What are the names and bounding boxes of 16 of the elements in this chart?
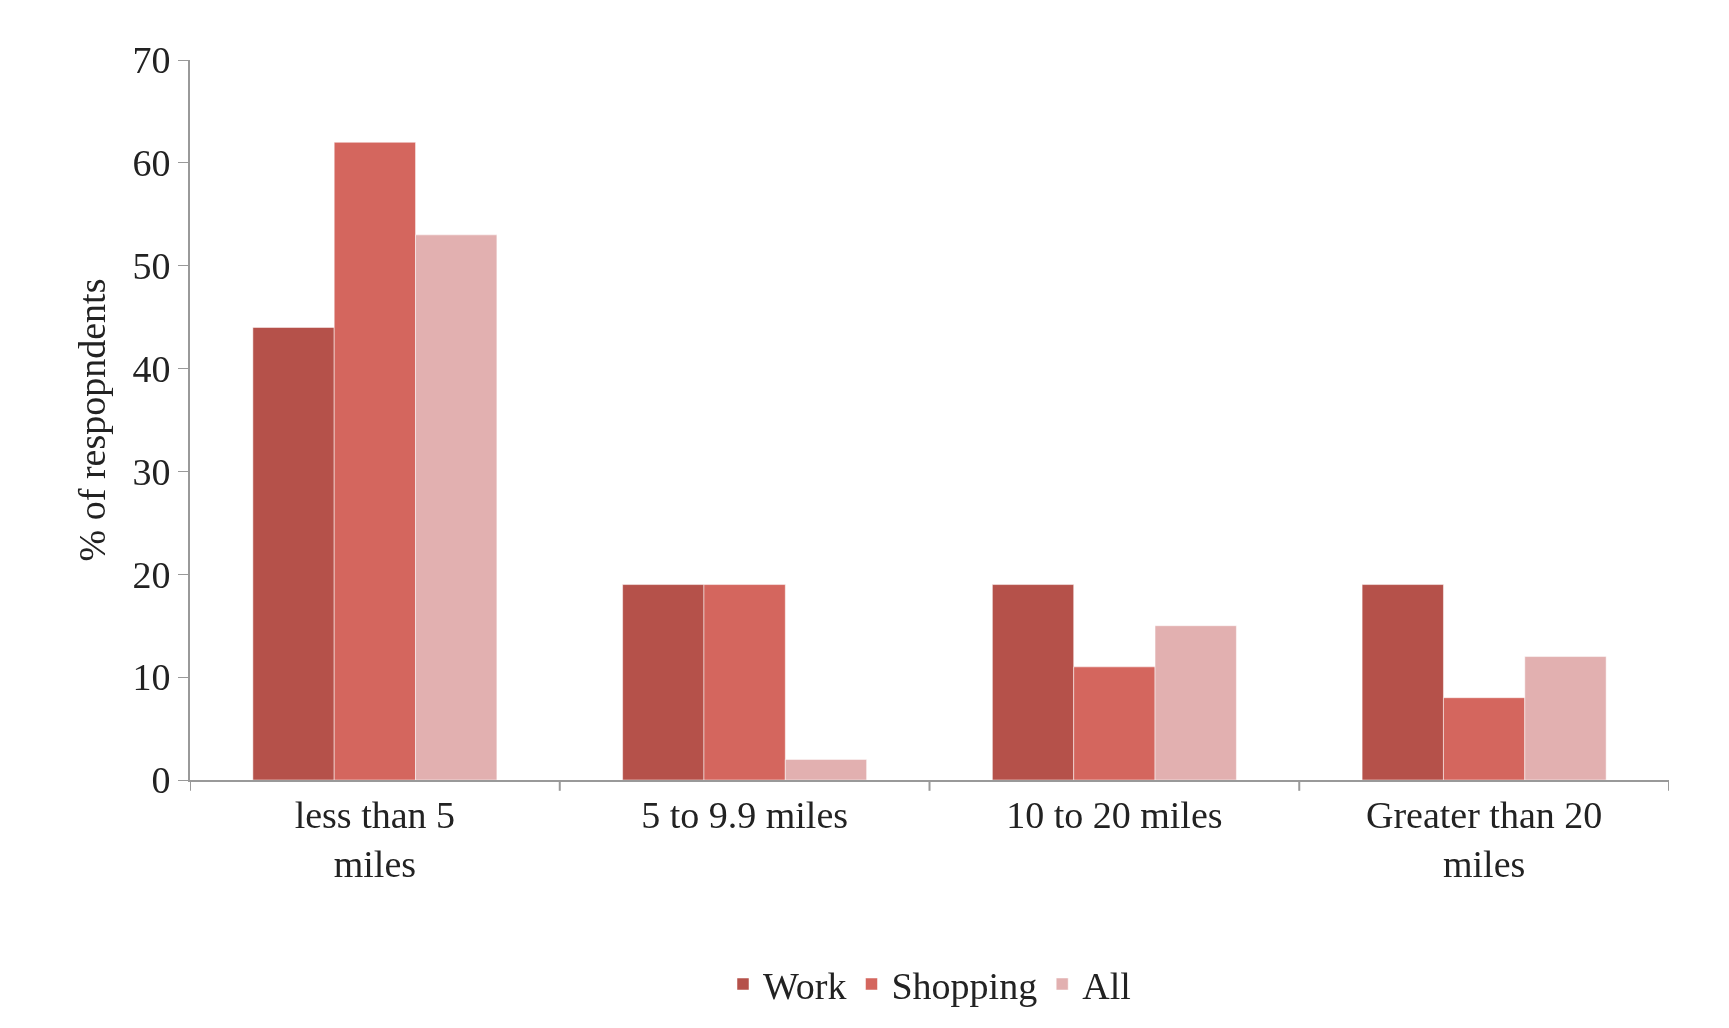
y-tick-label: 30 (132, 450, 171, 493)
x-tick-label: 5 to 9.9 miles (641, 793, 849, 836)
y-axis-title: % of respopndents (71, 278, 114, 562)
legend-label: Shopping (891, 964, 1038, 1007)
legend-label: All (1082, 964, 1131, 1007)
y-tick-label: 0 (151, 759, 171, 802)
y-tick-label: 50 (132, 245, 171, 288)
y-tick-label: 70 (132, 39, 171, 82)
y-tick-label: 60 (132, 142, 171, 185)
x-tick-label: less than 5 miles (294, 793, 456, 885)
y-tick-label: 20 (132, 553, 171, 596)
x-tick-label: 10 to 20 miles (1006, 793, 1223, 836)
y-tick-label: 40 (132, 347, 171, 390)
legend-label: Work (763, 964, 847, 1007)
x-tick-label: Greater than 20 miles (1365, 793, 1603, 885)
y-tick-label: 10 (132, 656, 171, 699)
